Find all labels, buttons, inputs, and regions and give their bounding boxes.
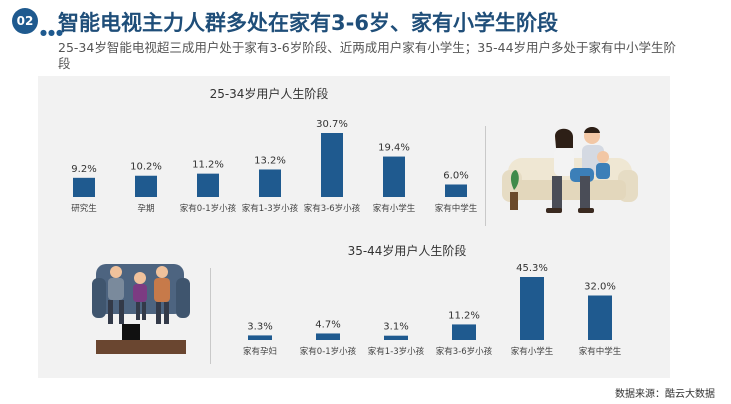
chart-panel bbox=[38, 76, 670, 378]
bar-6 bbox=[588, 295, 612, 340]
category-label: 家有3-6岁小孩 bbox=[436, 346, 493, 357]
bar-value-label: 4.7% bbox=[315, 319, 340, 330]
category-label: 家有0-1岁小孩 bbox=[180, 203, 237, 214]
bar-value-label: 3.1% bbox=[383, 322, 408, 333]
category-label: 家有1-3岁小孩 bbox=[242, 203, 299, 214]
data-source: 数据来源：酷云大数据 bbox=[615, 389, 715, 400]
chart-title: 35-44岁用户人生阶段 bbox=[348, 243, 467, 258]
bar-7 bbox=[445, 184, 467, 197]
bar-value-label: 13.2% bbox=[254, 155, 286, 166]
bar-1 bbox=[248, 335, 272, 340]
divider-chart1 bbox=[485, 126, 486, 226]
category-label: 家有中学生 bbox=[435, 203, 478, 214]
divider-chart2 bbox=[210, 268, 211, 364]
category-label: 家有小学生 bbox=[373, 203, 416, 214]
bar-value-label: 45.3% bbox=[516, 263, 548, 274]
bar-value-label: 6.0% bbox=[443, 170, 468, 181]
bar-6 bbox=[383, 156, 405, 197]
category-label: 家有1-3岁小孩 bbox=[368, 346, 425, 357]
category-label: 研究生 bbox=[71, 203, 97, 214]
category-label: 孕期 bbox=[137, 204, 154, 214]
bar-value-label: 9.2% bbox=[71, 164, 96, 175]
category-label: 家有中学生 bbox=[579, 346, 622, 357]
page-subtitle: 25-34岁智能电视超三成用户处于家有3-6岁阶段、近两成用户家有小学生；35-… bbox=[58, 40, 677, 71]
section-number: 02 bbox=[12, 8, 38, 34]
bar-5 bbox=[520, 277, 544, 340]
bar-3 bbox=[384, 335, 408, 340]
family-sofa-illustration bbox=[502, 127, 638, 213]
chart-title: 25-34岁用户人生阶段 bbox=[210, 86, 329, 101]
tv-watching-illustration bbox=[92, 264, 190, 354]
badge-dots-decoration: ●●● bbox=[40, 28, 64, 37]
bar-1 bbox=[73, 177, 95, 197]
bar-value-label: 11.2% bbox=[448, 310, 480, 321]
bar-value-label: 30.7% bbox=[316, 119, 348, 130]
bar-value-label: 32.0% bbox=[584, 281, 616, 292]
bar-value-label: 19.4% bbox=[378, 143, 410, 154]
section-badge: 02 ●●● bbox=[10, 6, 63, 37]
bar-3 bbox=[197, 173, 219, 197]
chart-25-34: 25-34岁用户人生阶段 9.2% 研究生 10.2% 孕期 11.2% 家有0-1岁小孩 1… bbox=[71, 86, 478, 214]
bar-2 bbox=[135, 175, 157, 197]
page-title: 智能电视主力人群多处在家有3-6岁、家有小学生阶段 bbox=[58, 11, 558, 35]
chart-35-44: 35-44岁用户人生阶段 3.3% 家有孕妇 4.7% 家有0-1岁小孩 3.1% 家有1-… bbox=[243, 243, 622, 357]
category-label: 家有0-1岁小孩 bbox=[300, 346, 357, 357]
bar-value-label: 10.2% bbox=[130, 162, 162, 173]
bar-value-label: 11.2% bbox=[192, 160, 224, 171]
category-label: 家有小学生 bbox=[511, 346, 554, 357]
bar-4 bbox=[452, 324, 476, 340]
category-label: 家有3-6岁小孩 bbox=[304, 203, 361, 214]
bar-5 bbox=[321, 133, 343, 197]
category-label: 家有孕妇 bbox=[243, 346, 277, 357]
bar-2 bbox=[316, 333, 340, 340]
bar-value-label: 3.3% bbox=[247, 321, 272, 332]
bar-4 bbox=[259, 169, 281, 197]
